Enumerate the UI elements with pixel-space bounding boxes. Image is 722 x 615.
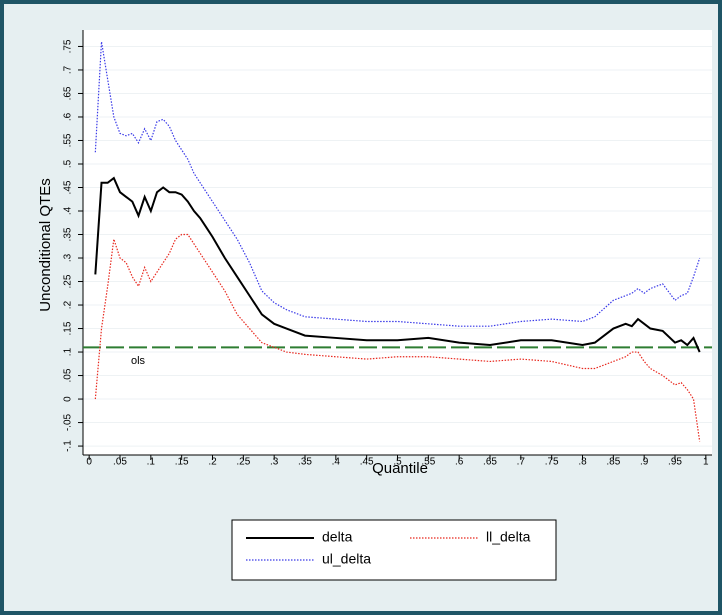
y-tick-label: .05: [63, 368, 74, 382]
x-tick-label: .7: [517, 457, 526, 468]
x-tick-label: .15: [175, 457, 189, 468]
series-line: [94, 41, 701, 327]
y-tick-label: .75: [63, 39, 74, 53]
y-tick-label: -.1: [63, 440, 74, 452]
x-tick-label: .55: [421, 457, 435, 468]
x-tick-label: .3: [270, 457, 279, 468]
x-tick-label: .2: [208, 457, 217, 468]
x-tick-label: .8: [578, 457, 587, 468]
reference-label: ols: [131, 355, 146, 367]
y-tick-label: .2: [63, 300, 74, 309]
x-tick-label: .25: [236, 457, 250, 468]
legend-label: delta: [322, 529, 353, 545]
y-tick-label: .1: [63, 347, 74, 356]
x-tick-label: 1: [703, 457, 709, 468]
plot-area: [83, 30, 712, 455]
x-tick-label: .65: [483, 457, 497, 468]
y-tick-label: 0: [63, 396, 74, 402]
y-axis-title: Unconditional QTEs: [37, 178, 54, 311]
legend: [231, 519, 557, 581]
y-tick-label: .3: [63, 253, 74, 262]
x-tick-label: .75: [545, 457, 559, 468]
y-tick-label: .5: [63, 159, 74, 168]
y-tick-label: .35: [63, 227, 74, 241]
x-tick-label: .1: [147, 457, 156, 468]
legend-label: ul_delta: [322, 551, 371, 567]
x-tick-label: .95: [668, 457, 682, 468]
y-tick-label: .15: [63, 321, 74, 335]
y-tick-label: .45: [63, 180, 74, 194]
x-tick-label: .35: [298, 457, 312, 468]
x-tick-label: .85: [606, 457, 620, 468]
y-tick-label: .55: [63, 133, 74, 147]
y-tick-label: .65: [63, 86, 74, 100]
y-tick-label: .25: [63, 274, 74, 288]
series-line: [94, 176, 701, 353]
x-tick-label: .9: [640, 457, 649, 468]
legend-label: ll_delta: [486, 529, 531, 545]
x-tick-label: .4: [332, 457, 341, 468]
y-tick-label: -.05: [63, 414, 74, 432]
series-line: [94, 233, 701, 442]
x-tick-label: .6: [455, 457, 464, 468]
x-tick-label: 0: [86, 457, 92, 468]
y-tick-label: .7: [63, 65, 74, 74]
y-tick-label: .4: [63, 206, 74, 215]
x-tick-label: .45: [360, 457, 374, 468]
x-axis-title: Quantile: [372, 460, 428, 477]
x-tick-label: .5: [393, 457, 402, 468]
y-tick-label: .6: [63, 112, 74, 121]
x-tick-label: .05: [113, 457, 127, 468]
